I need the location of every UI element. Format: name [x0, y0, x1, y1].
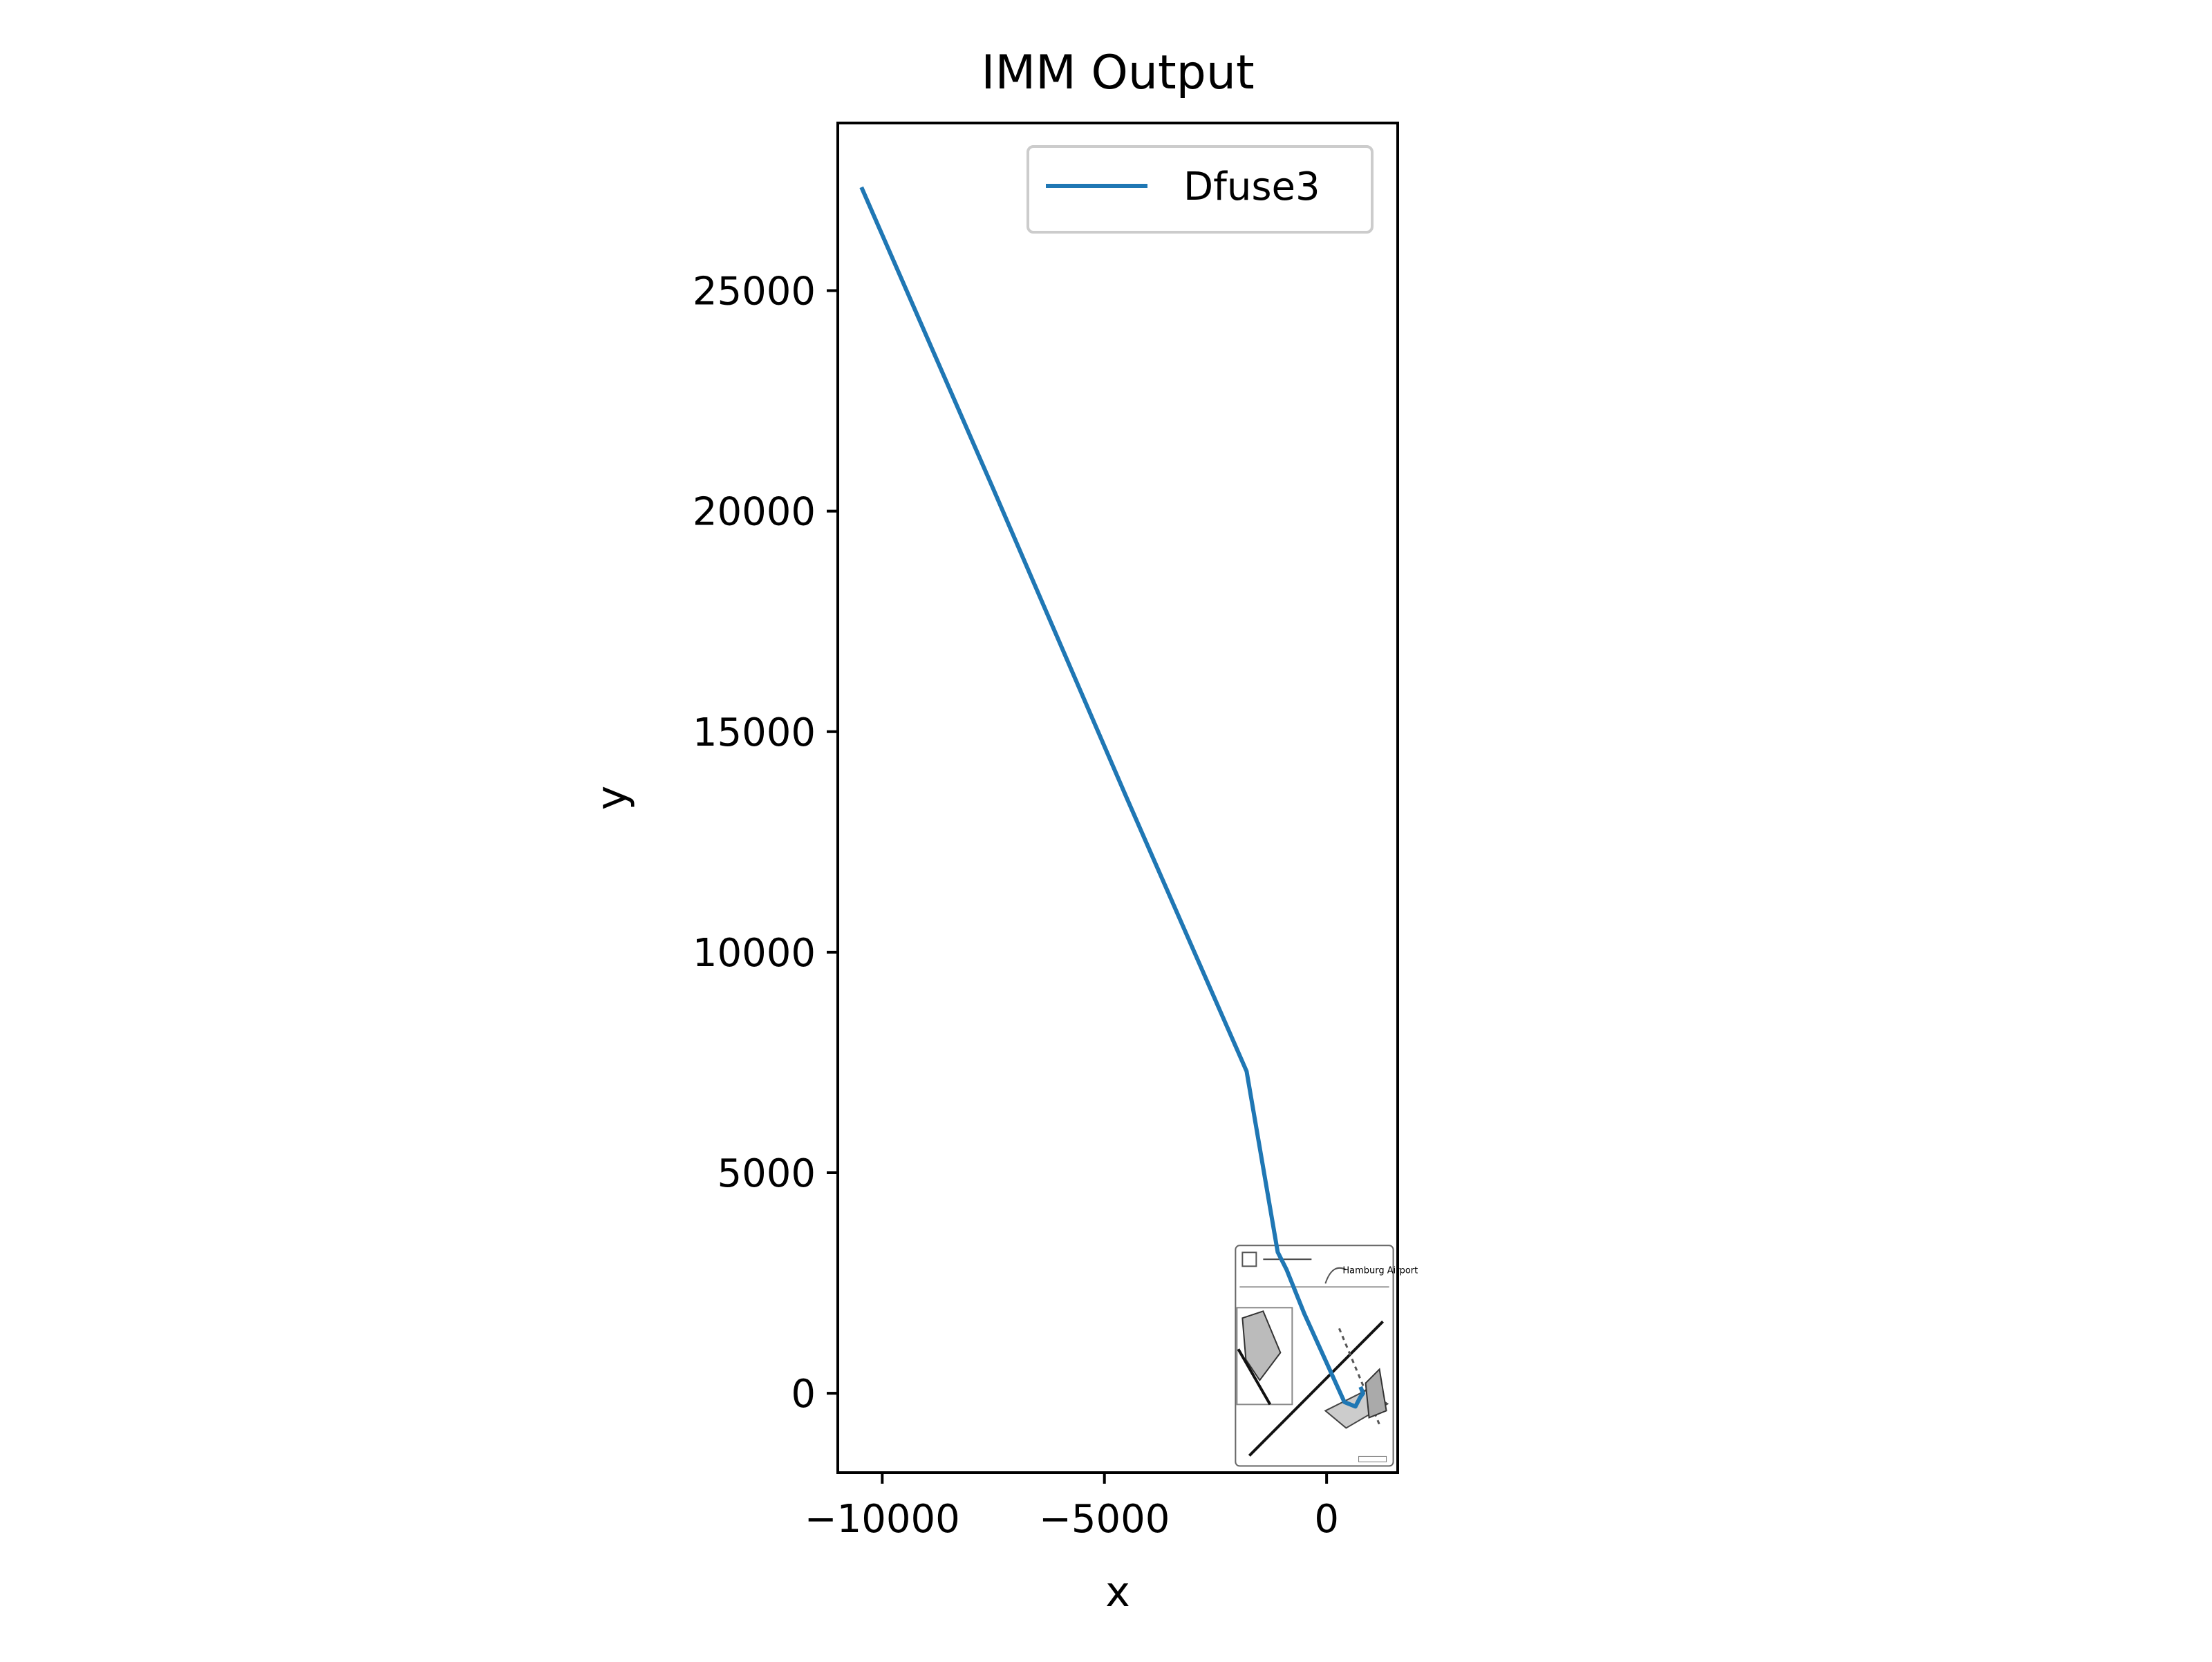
y-tick-label: 0 [791, 1372, 816, 1417]
legend-box [1027, 145, 1374, 234]
inset-caption: Hamburg Airport [1342, 1265, 1418, 1276]
x-tick-label: −5000 [1039, 1497, 1170, 1542]
y-tick-label: 15000 [693, 710, 816, 755]
y-tick-label: 25000 [693, 270, 816, 314]
x-tick-label: 0 [1314, 1497, 1339, 1542]
y-tick-label: 5000 [717, 1151, 816, 1196]
y-tick-label: 20000 [693, 490, 816, 535]
y-axis: 0 5000 10000 15000 20000 25000 [693, 270, 838, 1417]
x-axis: −10000 −5000 0 [805, 1473, 1339, 1542]
legend-label-dfuse3: Dfuse3 [1183, 164, 1320, 209]
series-layer [859, 186, 1365, 1409]
x-axis-label: x [1105, 1568, 1130, 1616]
y-axis-label: y [588, 786, 636, 811]
x-tick-label: −10000 [805, 1497, 960, 1542]
airport-map-image: Hamburg Airport [1235, 1245, 1418, 1467]
legend: Dfuse3 [1027, 145, 1374, 234]
series-line-dfuse3 [859, 186, 1365, 1409]
y-tick-label: 10000 [693, 931, 816, 976]
plot-frame [836, 122, 1399, 1474]
chart-title: IMM Output [981, 46, 1254, 100]
